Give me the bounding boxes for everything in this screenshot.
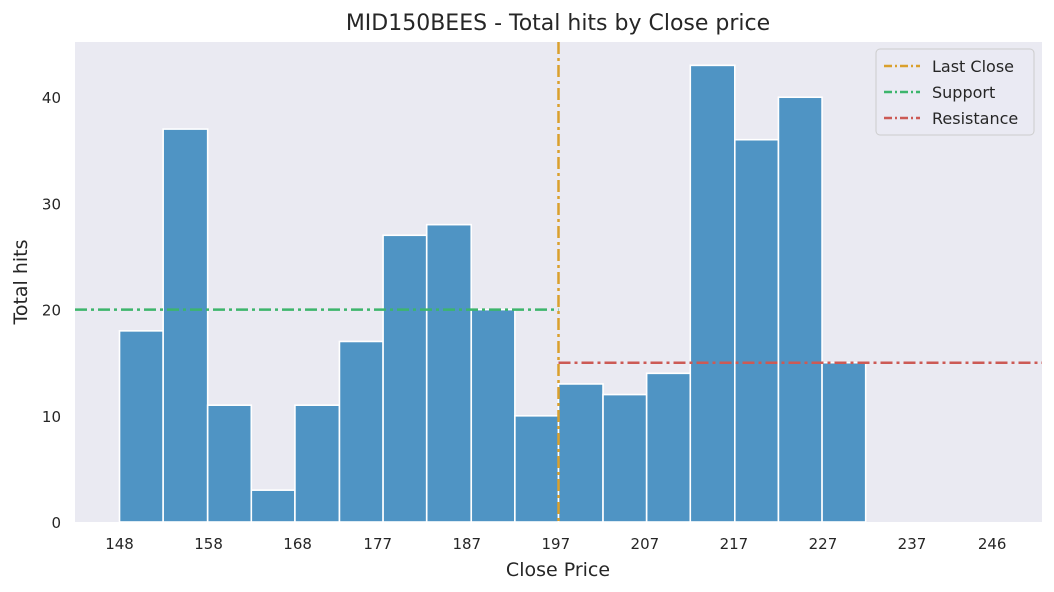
histogram-bar <box>250 489 296 523</box>
histogram-bar <box>645 372 692 523</box>
y-tick-labels: 0 10 20 30 40 <box>42 89 61 532</box>
legend-entry-label: Last Close <box>932 57 1014 76</box>
bars-layer <box>118 64 867 523</box>
legend-box <box>875 48 1035 136</box>
histogram-bar <box>206 404 253 523</box>
chart-title: MID150BEES - Total hits by Close price <box>346 11 770 36</box>
histogram-bar <box>821 361 867 523</box>
x-tick-label: 207 <box>631 535 660 553</box>
histogram-bar <box>514 415 560 523</box>
histogram-bar <box>777 96 823 523</box>
y-tick-label: 20 <box>42 302 61 320</box>
histogram-bar <box>602 393 648 523</box>
y-tick-label: 10 <box>42 408 61 426</box>
x-tick-label: 148 <box>105 535 134 553</box>
x-tick-label: 197 <box>542 535 571 553</box>
histogram-bar <box>162 128 209 523</box>
legend-entry-label: Support <box>932 83 995 102</box>
x-tick-label: 227 <box>809 535 838 553</box>
x-tick-label: 187 <box>452 535 481 553</box>
x-tick-label: 246 <box>978 535 1007 553</box>
y-tick-label: 40 <box>42 89 61 107</box>
y-tick-label: 30 <box>42 195 61 213</box>
legend: Last Close Support Resistance <box>875 48 1035 136</box>
legend-entry-label: Resistance <box>932 109 1018 128</box>
x-tick-labels: 148 158 168 177 187 197 207 217 227 237 246 <box>105 535 1006 553</box>
histogram-bar <box>557 383 604 523</box>
histogram-bar <box>338 340 384 523</box>
histogram-bar <box>734 138 780 523</box>
x-tick-label: 237 <box>898 535 927 553</box>
y-axis-title: Total hits <box>10 239 32 325</box>
histogram-bar <box>470 308 516 523</box>
histogram-bar <box>382 234 428 523</box>
x-tick-label: 217 <box>720 535 749 553</box>
histogram-bar <box>118 330 164 523</box>
y-tick-label: 0 <box>51 514 61 532</box>
reference-lines-layer <box>75 42 1042 522</box>
histogram-bar <box>689 64 736 523</box>
x-tick-label: 168 <box>283 535 312 553</box>
histogram-bar <box>425 223 473 523</box>
x-tick-label: 158 <box>194 535 223 553</box>
x-axis-title: Close Price <box>506 559 610 581</box>
x-tick-label: 177 <box>363 535 392 553</box>
histogram-bar <box>294 404 341 523</box>
